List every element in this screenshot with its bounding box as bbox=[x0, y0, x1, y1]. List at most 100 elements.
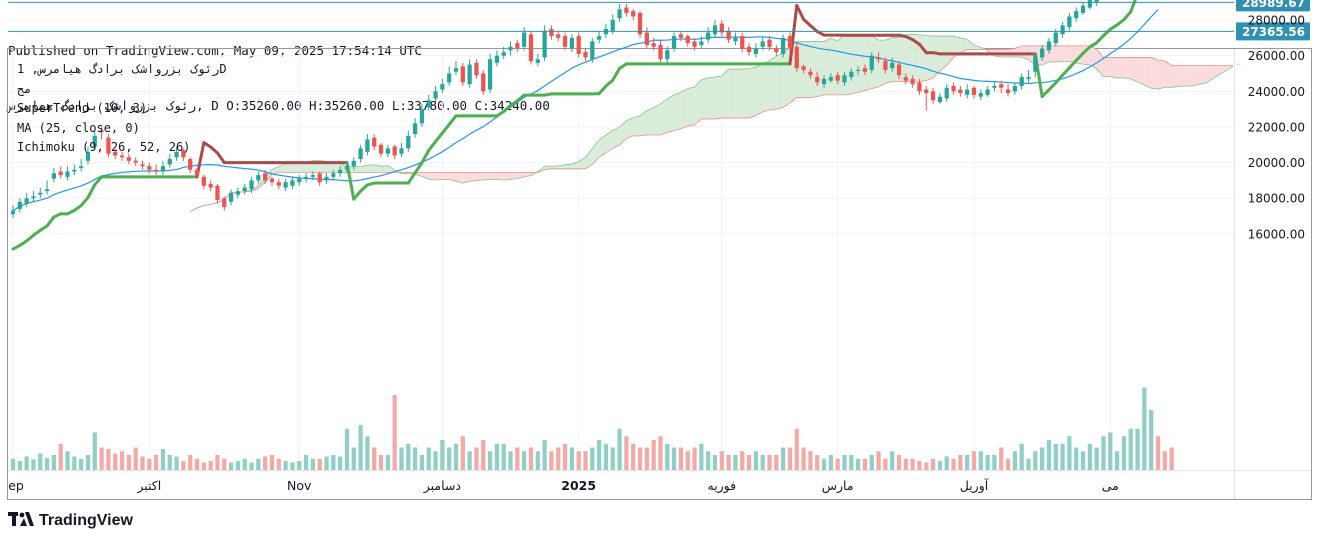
cloud-segment bbox=[428, 172, 436, 180]
volume-bar bbox=[1094, 447, 1099, 470]
cloud-segment bbox=[1110, 57, 1118, 78]
candle bbox=[774, 44, 779, 56]
candle bbox=[549, 25, 554, 40]
cloud-segment bbox=[374, 164, 382, 173]
cloud-segment bbox=[1144, 57, 1152, 89]
volume-bar bbox=[154, 455, 159, 470]
candle-body bbox=[453, 68, 459, 72]
cloud-segment bbox=[421, 172, 429, 180]
candle bbox=[85, 146, 91, 165]
candle-body bbox=[706, 32, 711, 40]
legend-ichimoku[interactable]: Ichimoku (9, 26, 52, 26) bbox=[17, 140, 191, 154]
candle bbox=[351, 157, 356, 170]
candle bbox=[126, 153, 131, 165]
supertrend-segment bbox=[1061, 66, 1071, 77]
candle bbox=[767, 36, 772, 51]
candle-body bbox=[556, 34, 561, 38]
legend-ma[interactable]: MA (25, close, 0) bbox=[17, 120, 140, 135]
candle bbox=[160, 160, 166, 176]
cloud-segment bbox=[810, 41, 818, 98]
candle-body bbox=[644, 32, 649, 45]
volume-bar bbox=[549, 451, 554, 470]
candle bbox=[910, 75, 915, 88]
supertrend-segment bbox=[802, 17, 812, 28]
cloud-segment bbox=[387, 165, 395, 173]
volume-bar bbox=[610, 447, 615, 470]
chart-legend: رئوک بزرواشک برادگ هیامرس, 1D مج SuperTr… bbox=[17, 60, 227, 158]
candle bbox=[753, 43, 758, 58]
tradingview-brand[interactable]: TradingView bbox=[8, 510, 133, 532]
candle-body bbox=[535, 59, 540, 63]
cloud-segment bbox=[803, 41, 811, 98]
candle-body bbox=[617, 9, 622, 19]
volume-bar bbox=[1074, 447, 1079, 470]
candle-body bbox=[283, 182, 288, 188]
symbol-ohlc-line: رئوک بزرواشک برادگ هیامرس, D O:35260.00 … bbox=[8, 98, 550, 113]
candle-body bbox=[583, 52, 588, 58]
volume-bar bbox=[392, 395, 397, 470]
volume-bar bbox=[290, 462, 295, 470]
legend-symbol-interval[interactable]: رئوک بزرواشک برادگ هیامرس, 1D bbox=[17, 62, 227, 76]
candle bbox=[876, 52, 881, 63]
candle-body bbox=[1033, 55, 1038, 72]
candle bbox=[181, 148, 186, 161]
candle bbox=[290, 176, 295, 190]
cloud-segment bbox=[1171, 65, 1179, 88]
cloud-segment bbox=[483, 172, 491, 180]
candle bbox=[692, 37, 697, 51]
candle bbox=[310, 171, 315, 181]
cloud-segment bbox=[960, 37, 968, 54]
ma-line bbox=[12, 9, 1159, 212]
volume-bar bbox=[331, 455, 336, 470]
volume-bar bbox=[297, 461, 302, 470]
candle-body bbox=[249, 180, 254, 190]
supertrend-segment bbox=[1054, 73, 1065, 85]
candle-body bbox=[154, 169, 159, 172]
ichimoku-cloud bbox=[190, 33, 1240, 212]
price-axis-label: 18000.00 bbox=[1248, 192, 1305, 206]
supertrend-segment bbox=[1067, 58, 1078, 70]
cloud-segment bbox=[1151, 57, 1158, 90]
candle bbox=[92, 130, 97, 151]
candle bbox=[256, 171, 261, 184]
legend-supertrend[interactable]: SuperTrend (10, 3) bbox=[17, 101, 148, 115]
volume-bar bbox=[712, 455, 718, 470]
candle bbox=[828, 73, 833, 83]
supertrend-segment bbox=[79, 196, 90, 208]
ichimoku-span-a bbox=[190, 33, 1234, 212]
volume-bar bbox=[385, 455, 390, 470]
candle-body bbox=[467, 64, 472, 85]
cloud-segment bbox=[708, 77, 715, 119]
candle-body bbox=[1094, 0, 1099, 3]
candle-body bbox=[433, 91, 438, 99]
cloud-segment bbox=[1137, 57, 1145, 86]
volume-bar bbox=[937, 461, 943, 470]
volume-bar bbox=[344, 428, 350, 470]
volume-bar bbox=[637, 447, 643, 470]
candle bbox=[51, 167, 57, 183]
candle bbox=[440, 78, 445, 94]
volume-bar bbox=[1026, 458, 1031, 470]
candle-body bbox=[119, 155, 125, 158]
volume-bar bbox=[372, 447, 377, 470]
time-axis-label: می bbox=[1102, 478, 1119, 493]
cloud-segment bbox=[592, 139, 600, 165]
supertrend-segment bbox=[209, 145, 219, 155]
candle-body bbox=[440, 84, 445, 90]
volume-bar bbox=[215, 455, 220, 470]
candle-body bbox=[624, 7, 629, 13]
candle bbox=[944, 84, 949, 103]
candle-body bbox=[815, 77, 820, 83]
volume-bar bbox=[228, 462, 234, 470]
candle-body bbox=[133, 160, 138, 163]
candle bbox=[522, 27, 527, 51]
candle-body bbox=[317, 173, 322, 183]
volume-bar bbox=[515, 447, 520, 470]
candle bbox=[283, 178, 288, 192]
candle-body bbox=[474, 62, 479, 76]
candle bbox=[624, 4, 629, 17]
volume-bar bbox=[453, 443, 459, 470]
supertrend-segment bbox=[597, 84, 608, 96]
